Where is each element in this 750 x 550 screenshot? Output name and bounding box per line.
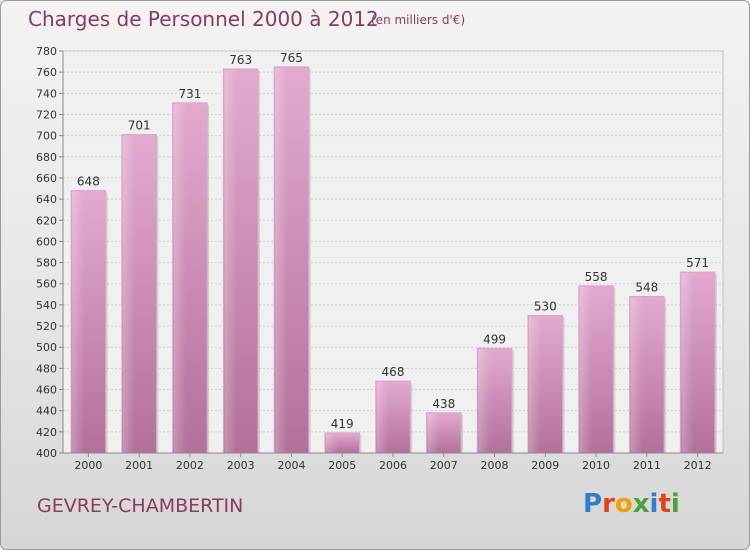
y-axis: 400 420 440 460 480 500 520 540 560 580 600 620 640 6… [36, 45, 64, 460]
y-tick-label: 740 [36, 87, 57, 100]
x-tick-label: 2009 [531, 459, 559, 472]
data-label: 468 [382, 365, 405, 379]
x-tick-label: 2001 [125, 459, 153, 472]
y-tick-label: 440 [36, 405, 57, 418]
x-tick-label: 2000 [74, 459, 102, 472]
data-label: 701 [128, 119, 151, 133]
bar-highlight [427, 413, 440, 453]
bar-highlight [376, 382, 389, 453]
y-tick-label: 640 [36, 193, 57, 206]
x-tick-label: 2012 [684, 459, 712, 472]
bar-highlight [529, 316, 542, 453]
y-tick-label: 620 [36, 214, 57, 227]
x-tick-label: 2011 [633, 459, 661, 472]
bars [70, 66, 717, 454]
y-tick-label: 720 [36, 108, 57, 121]
bar-highlight [325, 433, 339, 453]
y-tick-label: 460 [36, 384, 57, 397]
data-label: 548 [635, 280, 658, 294]
bar-highlight [681, 273, 694, 453]
y-tick-label: 580 [36, 257, 57, 270]
y-tick-label: 700 [36, 130, 57, 143]
data-label: 765 [280, 51, 303, 65]
y-tick-label: 420 [36, 426, 57, 439]
data-labels: 648 701 731 763 765 419 468 438 499 530 558 548 571 [77, 51, 709, 431]
bar-highlight [478, 349, 491, 453]
x-tick-label: 2007 [430, 459, 458, 472]
bar-highlight [173, 103, 186, 453]
y-tick-label: 520 [36, 320, 57, 333]
x-tick-label: 2004 [277, 459, 305, 472]
bar-highlight [579, 286, 592, 453]
x-tick-label: 2002 [176, 459, 204, 472]
x-tick-label: 2003 [227, 459, 255, 472]
data-label: 731 [178, 87, 201, 101]
data-label: 763 [229, 53, 252, 67]
x-axis: 2000 2001 2002 2003 2004 2005 2006 2007 2008 2009… [63, 452, 723, 472]
bar-highlight [122, 135, 135, 454]
data-label: 438 [432, 397, 455, 411]
data-label: 558 [585, 270, 608, 284]
bar-highlight [224, 69, 237, 454]
y-tick-label: 560 [36, 278, 57, 291]
y-tick-label: 660 [36, 172, 57, 185]
y-tick-label: 600 [36, 235, 57, 248]
bar-highlight [630, 297, 643, 453]
x-tick-label: 2008 [481, 459, 509, 472]
x-tick-label: 2006 [379, 459, 407, 472]
y-tick-label: 400 [36, 447, 57, 460]
data-label: 648 [77, 175, 100, 189]
chart-subtitle: (en milliers d'€) [371, 13, 466, 27]
y-tick-label: 480 [36, 362, 57, 375]
data-label: 571 [686, 256, 709, 270]
y-tick-label: 500 [36, 341, 57, 354]
y-tick-label: 780 [36, 45, 57, 58]
y-tick-label: 540 [36, 299, 57, 312]
y-tick-label: 680 [36, 151, 57, 164]
proxiti-logo: Proxiti [583, 489, 680, 519]
data-label: 499 [483, 332, 506, 346]
commune-name: GEVREY-CHAMBERTIN [37, 495, 244, 517]
data-label: 530 [534, 299, 557, 313]
bar-highlight [72, 191, 85, 454]
data-label: 419 [331, 417, 354, 431]
y-tick-label: 760 [36, 66, 57, 79]
bar-highlight [275, 67, 288, 454]
chart-title: Charges de Personnel 2000 à 2012 [28, 7, 379, 31]
x-tick-label: 2010 [582, 459, 610, 472]
x-tick-label: 2005 [328, 459, 356, 472]
